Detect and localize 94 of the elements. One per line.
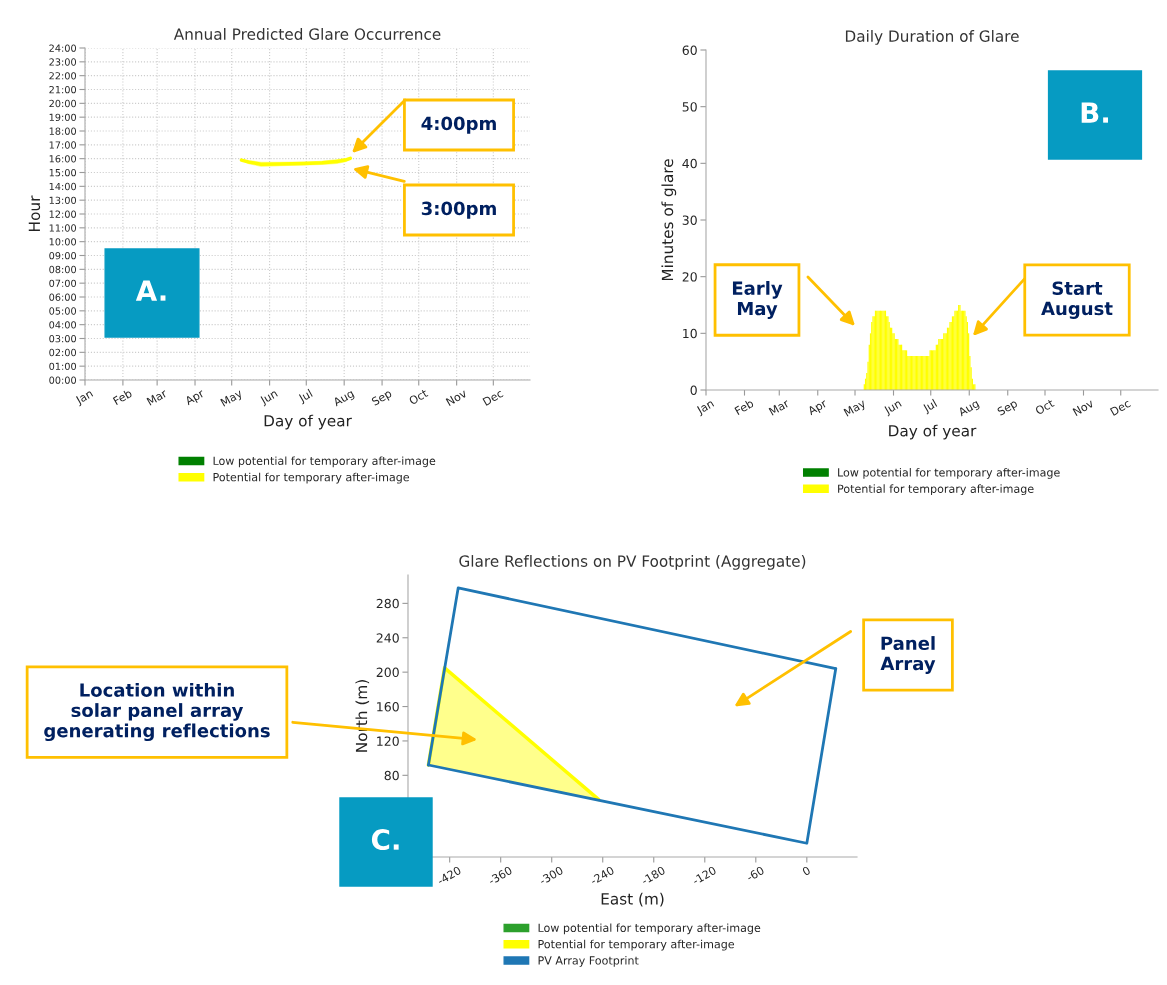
x-tick-label: 0 <box>801 865 811 876</box>
x-axis-title: Day of year <box>889 424 977 440</box>
annotation: 3:00pm <box>421 201 496 219</box>
y-tick-label: 60 <box>682 45 697 55</box>
y-tick-label: 04:00 <box>49 321 77 329</box>
y-tick-label: 01:00 <box>49 362 77 370</box>
y-tick-label: 02:00 <box>49 348 77 357</box>
y-tick-label: 30 <box>682 215 697 225</box>
x-tick-label: Nov <box>445 388 468 407</box>
annotation: B. <box>1081 102 1109 123</box>
x-tick-label: Jul <box>297 388 314 405</box>
x-tick-label: Sep <box>996 398 1019 418</box>
x-tick-label: -420 <box>436 865 462 886</box>
chart-title: Annual Predicted Glare Occurrence <box>173 28 441 40</box>
x-axis-title: Day of year <box>264 414 352 430</box>
y-tick-label: 03:00 <box>49 334 77 343</box>
y-tick-label: 23:00 <box>49 58 77 66</box>
y-tick-label: 280 <box>376 598 399 609</box>
y-tick-label: 17:00 <box>49 141 77 149</box>
y-tick-label: 50 <box>682 102 697 112</box>
x-tick-label: Oct <box>408 388 429 406</box>
x-tick-label: Mar <box>768 398 790 416</box>
chart-title: Daily Duration of Glare <box>845 30 1019 45</box>
annotation: 4:00pm <box>421 116 496 134</box>
x-tick-label: Aug <box>957 399 981 419</box>
y-tick-label: 09:00 <box>49 251 77 260</box>
text: Panel Array <box>880 636 936 674</box>
legend-label: Potential for temporary after-image <box>538 939 735 951</box>
x-tick-label: Jan <box>695 399 716 417</box>
x-tick-label: Apr <box>806 398 829 418</box>
y-tick-label: 160 <box>377 702 399 712</box>
y-tick-label: 07:00 <box>49 279 77 287</box>
legend-label: Potential for temporary after-image <box>213 472 410 484</box>
y-tick-label: 06:00 <box>49 293 77 301</box>
x-tick-label: Feb <box>734 398 755 416</box>
text: C. <box>371 829 399 851</box>
x-tick-label: -360 <box>487 865 513 886</box>
y-tick-label: 240 <box>376 633 399 643</box>
x-axis-title: East (m) <box>601 892 664 907</box>
x-tick-label: Aug <box>332 389 356 409</box>
x-tick-label: Dec <box>1109 398 1132 416</box>
legend-label: Low potential for temporary after-image <box>838 468 1060 479</box>
annotation: A. <box>135 280 166 301</box>
x-tick-label: May <box>843 398 868 419</box>
y-tick-label: 11:00 <box>49 224 77 232</box>
y-tick-label: 120 <box>377 736 399 746</box>
x-tick-label: -300 <box>538 865 564 886</box>
legend-label: PV Array Footprint <box>538 956 639 967</box>
y-tick-label: 21:00 <box>49 85 77 94</box>
x-tick-label: -240 <box>589 865 615 886</box>
y-tick-label: 19:00 <box>49 113 77 121</box>
y-tick-label: 18:00 <box>49 127 77 135</box>
y-tick-label: 10:00 <box>49 238 77 246</box>
x-tick-label: Sep <box>371 388 394 408</box>
y-tick-label: 20:00 <box>49 99 77 108</box>
y-tick-label: 40 <box>682 158 697 169</box>
x-tick-label: -60 <box>745 865 765 882</box>
y-axis-title: Hour <box>28 195 41 231</box>
y-tick-label: 10 <box>683 328 697 339</box>
x-tick-label: Dec <box>482 388 504 406</box>
y-tick-label: 24:00 <box>49 44 77 52</box>
y-tick-label: 13:00 <box>49 196 77 204</box>
text: Location within solar panel array generating reflections <box>44 682 270 742</box>
y-tick-label: 00:00 <box>49 376 77 384</box>
x-tick-label: Nov <box>1072 398 1095 417</box>
y-tick-label: 15:00 <box>49 168 77 177</box>
y-tick-label: 12:00 <box>49 210 77 218</box>
y-axis-title: North (m) <box>355 680 370 752</box>
x-tick-label: Oct <box>1034 398 1055 416</box>
y-tick-label: 22:00 <box>49 72 77 80</box>
x-tick-label: -180 <box>640 865 666 886</box>
y-tick-label: 08:00 <box>49 265 77 274</box>
y-tick-label: 05:00 <box>49 307 77 315</box>
x-tick-label: Jun <box>882 399 903 417</box>
legend-label: Low potential for temporary after-image <box>213 456 436 468</box>
legend-label: Potential for temporary after-image <box>838 484 1034 496</box>
legend-label: Low potential for temporary after-image <box>538 923 761 935</box>
annotation: Start August <box>1041 281 1113 319</box>
y-tick-label: 200 <box>376 667 399 678</box>
y-tick-label: 14:00 <box>49 182 77 191</box>
x-tick-label: May <box>220 388 245 409</box>
x-tick-label: Mar <box>146 388 168 406</box>
x-tick-label: Apr <box>184 388 207 408</box>
x-tick-label: Jun <box>259 389 279 407</box>
annotation: Early May <box>732 281 783 319</box>
x-tick-label: Jul <box>921 398 939 415</box>
y-tick-label: 20 <box>682 272 697 282</box>
x-tick-label: Jan <box>74 389 95 407</box>
x-tick-label: -120 <box>691 865 717 886</box>
y-tick-label: 16:00 <box>49 155 77 163</box>
y-axis-title: Minutes of glare <box>661 159 677 281</box>
y-tick-label: 80 <box>384 770 399 781</box>
x-tick-label: Feb <box>112 388 133 406</box>
chart-title: Glare Reflections on PV Footprint (Aggregate) <box>459 555 806 570</box>
